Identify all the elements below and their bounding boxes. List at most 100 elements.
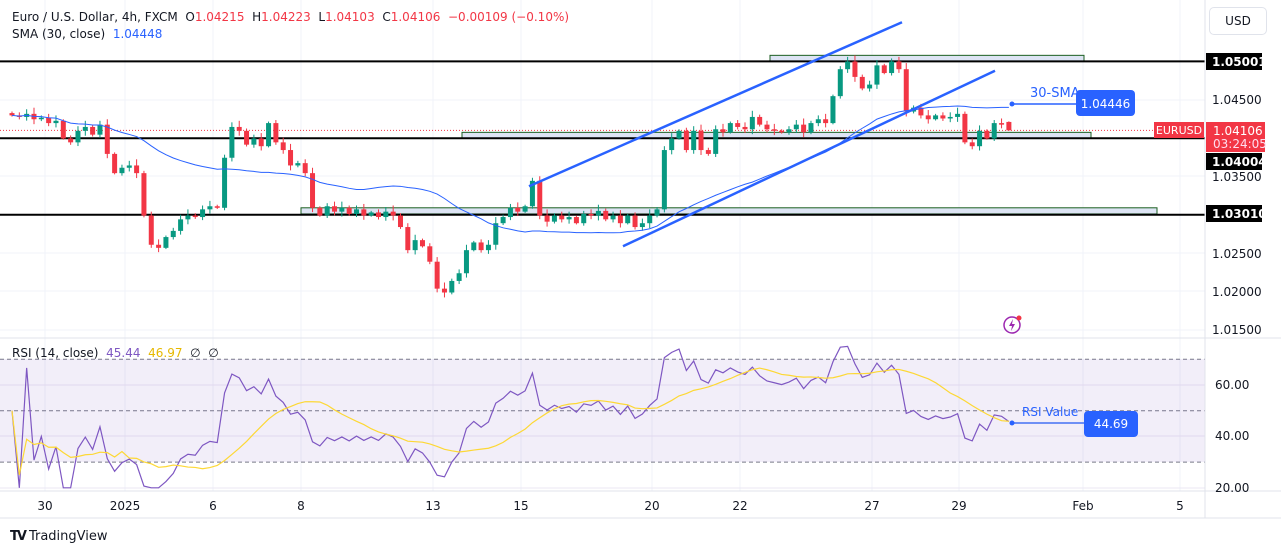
sma-legend[interactable]: SMA (30, close) 1.04448 [12, 27, 162, 41]
time-tick: 13 [425, 499, 440, 513]
candle-body [559, 215, 565, 220]
candle-body [251, 138, 257, 145]
candle-body [977, 130, 983, 147]
candle-body [544, 215, 550, 222]
level-tag-text: 1.03010 [1212, 207, 1267, 221]
candle-body [573, 217, 579, 224]
low-value: 1.04103 [325, 10, 375, 24]
candle-body [90, 126, 96, 135]
candle-body [141, 173, 147, 216]
rsi-callout-text: RSI Value [1022, 405, 1078, 419]
footer[interactable]: TV TradingView [10, 529, 107, 544]
rsi-value: 45.44 [106, 346, 141, 360]
trend-channel[interactable] [528, 21, 996, 248]
rsi-legend[interactable]: RSI (14, close) 45.44 46.97 ∅ ∅ [12, 346, 219, 360]
level-tag-text: 1.04004 [1212, 155, 1267, 169]
candle-body [214, 206, 220, 208]
time-tick: 20 [644, 499, 659, 513]
brand-name: TradingView [28, 529, 108, 544]
candle-body [955, 113, 961, 117]
candle-body [75, 130, 81, 143]
close-value: 1.04106 [390, 10, 441, 24]
current-price: 1.04106 [1213, 124, 1263, 138]
symbol-legend[interactable]: Euro / U.S. Dollar, 4h, FXCM O1.04215 H1… [12, 10, 569, 24]
candle-body [244, 130, 250, 145]
time-axis[interactable]: 30 2025 6 8 13 15 20 22 27 29 Feb 5 [37, 499, 1183, 513]
candle-body [595, 210, 601, 216]
candle-body [1006, 121, 1012, 131]
candle-body [742, 126, 748, 130]
candle-body [471, 242, 477, 251]
candle-body [617, 215, 623, 224]
candle-body [859, 76, 865, 89]
candle-body [134, 165, 140, 174]
candle-body [999, 123, 1005, 125]
candle-body [383, 211, 389, 218]
sma-line [11, 105, 1009, 234]
currency-button[interactable]: USD [1209, 7, 1267, 35]
candle-body [339, 207, 345, 212]
candle-body [823, 119, 829, 124]
tradingview-logo: TV [10, 529, 27, 544]
sma-callout-text: 30-SMA [1030, 86, 1080, 101]
sma-label: SMA (30, close) [12, 27, 106, 41]
price-axis[interactable]: 1.04500 1.03500 1.02500 1.02000 1.01500 … [1154, 53, 1267, 337]
sma-callout-box[interactable] [1076, 90, 1135, 116]
candle-body [852, 61, 858, 77]
candle-body [691, 130, 697, 151]
candle-body [419, 240, 425, 247]
candle-body [874, 65, 880, 85]
candle-body [933, 115, 939, 120]
rsi-ma-line [11, 367, 1009, 476]
rsi-callout-box[interactable] [1084, 411, 1138, 437]
candle-body [156, 244, 162, 248]
candle-body [771, 129, 777, 131]
candle-body [507, 207, 513, 218]
candle-body [566, 217, 572, 220]
candle-body [896, 61, 902, 70]
candle-body [940, 115, 946, 119]
candle-body [302, 163, 308, 174]
lightning-alert-icon[interactable] [1003, 315, 1022, 334]
rsi-band-fill [0, 359, 1205, 462]
time-tick: 6 [209, 499, 217, 513]
symbol-tag [1154, 122, 1204, 138]
time-tick: 29 [951, 499, 966, 513]
trend-channel-line [528, 21, 903, 188]
rsi-callout-dot [1009, 420, 1015, 426]
candle-body [266, 123, 272, 147]
candle-body [705, 150, 711, 154]
candle-body [661, 150, 667, 210]
candle-body [192, 215, 198, 218]
candle-body [324, 206, 330, 216]
close-label: C [382, 10, 391, 24]
candle-body [332, 206, 338, 212]
time-tick: 5 [1176, 499, 1184, 513]
rsi-axis[interactable]: 60.00 40.00 20.00 [1215, 378, 1249, 495]
candle-body [867, 84, 873, 89]
candle-body [280, 142, 286, 151]
candles [9, 55, 1012, 298]
level-tag [1206, 153, 1262, 170]
price-tick: 1.02500 [1212, 247, 1262, 261]
candle-body [808, 123, 814, 133]
candle-body [947, 116, 953, 119]
candle-body [441, 288, 447, 293]
candle-body [229, 126, 235, 158]
candle-body [698, 130, 704, 151]
candle-body [837, 69, 843, 97]
rsi-extra-2: ∅ [208, 346, 219, 360]
candle-body [368, 212, 374, 216]
candle-body [925, 115, 931, 120]
candle-body [493, 223, 499, 245]
candle-body [112, 153, 118, 174]
time-tick: 27 [864, 499, 879, 513]
rsi-line [11, 345, 1010, 489]
candle-body [97, 124, 103, 135]
candle-body [625, 215, 631, 224]
candle-body [801, 124, 807, 133]
rsi-callout-value: 44.69 [1094, 417, 1128, 431]
candle-body [991, 123, 997, 139]
